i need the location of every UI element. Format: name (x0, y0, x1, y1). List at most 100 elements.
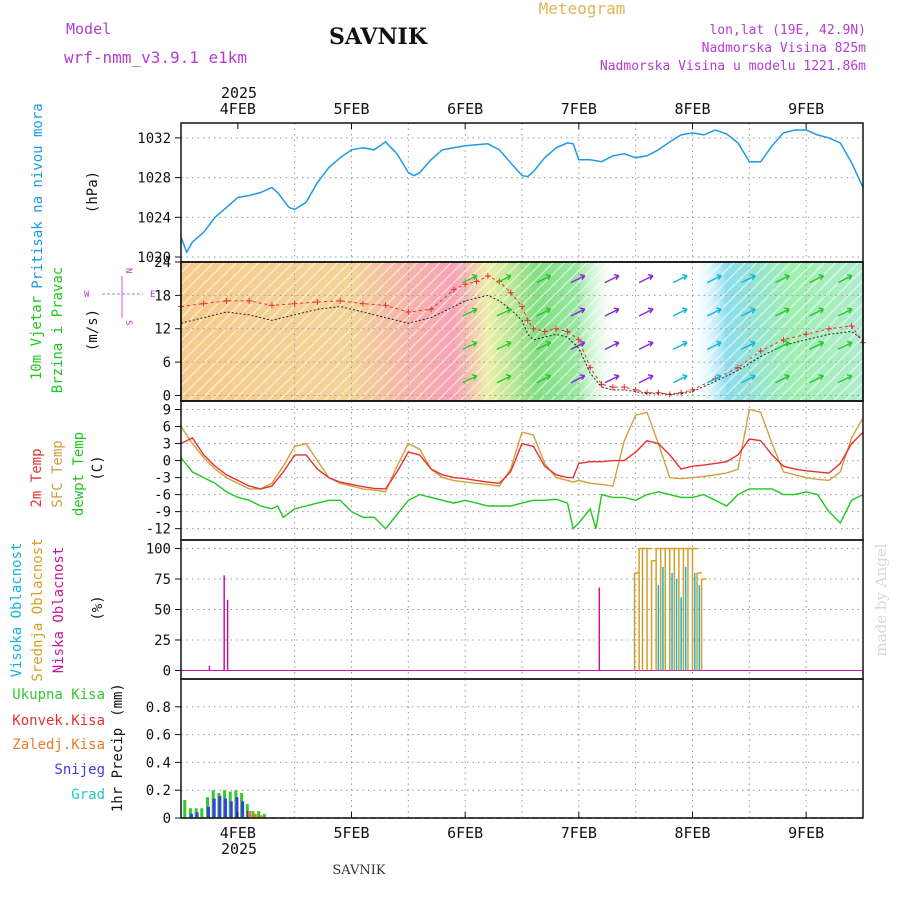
total-rain-bar (200, 808, 204, 818)
gust-point (359, 300, 366, 307)
temp-ylabel-3: dewpt Temp (71, 432, 87, 516)
y-tick-label: 24 (154, 255, 171, 271)
y-tick-label: 0 (163, 388, 171, 404)
x-tick-label-bottom: 9FEB (788, 824, 824, 842)
gust-point (314, 299, 321, 306)
wind-direction-arrow (672, 340, 688, 351)
snow-bar (241, 801, 245, 818)
wind-direction-arrow (672, 273, 688, 284)
sfc-temp-line (180, 408, 864, 493)
wind-direction-arrow (536, 374, 552, 384)
y-tick-label: 0.4 (146, 755, 171, 771)
pressure-unit: (hPa) (85, 171, 101, 213)
wind-direction-arrow (638, 374, 654, 384)
compass-north: N (123, 268, 133, 273)
freezing-rain-bar (253, 813, 257, 818)
wind-direction-arrow (775, 307, 790, 317)
x-tick-label-bottom: 6FEB (447, 824, 483, 842)
precip-ylabel: 1hr Precip (110, 728, 126, 812)
wind-direction-arrow (672, 307, 688, 317)
wind-speed-line (180, 294, 864, 395)
gust-point (825, 325, 832, 332)
snow-bar (229, 801, 233, 818)
wind-direction-arrow (462, 273, 478, 284)
wind-direction-arrow (496, 340, 512, 351)
legend-freezing-rain: Zaledj.Kisa (12, 737, 105, 753)
meteogram-label: Meteogram (539, 0, 626, 18)
y-tick-label: 12 (154, 322, 171, 338)
y-tick-label: 3 (163, 437, 171, 453)
y-tick-label: 6 (163, 355, 171, 371)
year-label-top: 2025 (221, 84, 257, 102)
gust-point (519, 303, 525, 310)
panel-frame (180, 400, 864, 541)
wind-direction-arrow (706, 340, 722, 351)
snow-bar (218, 795, 222, 818)
wind-direction-arrow (570, 374, 586, 384)
wind-direction-arrow (741, 307, 756, 317)
gust-point (428, 306, 435, 313)
snow-bar (189, 813, 193, 818)
pressure-ylabel: Pritisak na nivou mora (30, 103, 46, 288)
watermark: made by Angel (872, 543, 890, 656)
wind-unit: (m/s) (85, 309, 101, 351)
compass-south: S (123, 320, 133, 325)
gust-point (587, 364, 594, 371)
x-tick-label-top: 5FEB (333, 100, 369, 118)
x-tick-label-top: 9FEB (788, 100, 824, 118)
wind-field-hatch (181, 262, 863, 401)
legend-snow: Snijeg (54, 762, 105, 778)
total-rain-bar (262, 813, 266, 818)
x-tick-label-top: 8FEB (674, 100, 710, 118)
elevation-label: Nadmorska Visina 825m (702, 41, 867, 56)
y-tick-label: 0 (163, 811, 171, 827)
coords-label: lon,lat (19E, 42.9N) (709, 23, 866, 38)
temp-unit: (C) (90, 455, 106, 480)
gust-point (575, 336, 582, 343)
wind-direction-arrow (837, 340, 853, 351)
gust-point (450, 286, 457, 293)
x-tick-label-bottom: 7FEB (561, 824, 597, 842)
wind-direction-arrow (604, 273, 620, 284)
wind-direction-arrow (741, 374, 756, 384)
wind-direction-arrow (462, 340, 478, 351)
x-tick-label-bottom: 4FEB (220, 824, 256, 842)
wind-direction-arrow (706, 374, 722, 384)
x-tick-label-top: 6FEB (447, 100, 483, 118)
wind-direction-arrow (837, 307, 853, 317)
y-tick-label: 9 (163, 403, 171, 419)
y-tick-label: 1028 (137, 171, 171, 187)
gust-point (655, 389, 662, 396)
temp-ylabel-1: 2m Temp (29, 448, 45, 507)
wind-direction-arrow (706, 273, 722, 284)
wind-direction-arrow (496, 374, 512, 384)
snow-bar (224, 798, 228, 818)
y-tick-label: 1020 (137, 250, 171, 266)
gust-point (268, 302, 275, 309)
wind-direction-arrow (570, 307, 586, 317)
year-label-bottom: 2025 (221, 840, 257, 858)
wind-direction-arrow (604, 374, 620, 384)
pressure-line (180, 129, 864, 254)
gust-point (848, 322, 855, 329)
gust-point (382, 302, 389, 309)
temp-2m-line (180, 431, 864, 490)
gust-point (621, 384, 628, 391)
footer-location: SAVNIK (332, 863, 386, 878)
temp-ylabel-2: SFC Temp (50, 440, 66, 507)
wind-direction-arrow (462, 307, 478, 317)
y-tick-label: 0 (163, 454, 171, 470)
wind-direction-arrow (462, 374, 478, 384)
wind-panel: 0 6 12 18 24 (154, 255, 866, 404)
y-tick-label: 75 (154, 572, 171, 588)
gust-point (337, 297, 344, 304)
gust-point (553, 325, 560, 332)
bottom-day-labels: 4FEB 5FEB 6FEB 7FEB 8FEB 9FEB (220, 824, 824, 842)
freezing-rain-bar (248, 811, 252, 818)
gust-point (689, 386, 696, 393)
gust-point (246, 297, 253, 304)
y-tick-label: 0 (163, 663, 171, 679)
freezing-rain-bar (259, 815, 263, 818)
gust-point (609, 384, 616, 391)
